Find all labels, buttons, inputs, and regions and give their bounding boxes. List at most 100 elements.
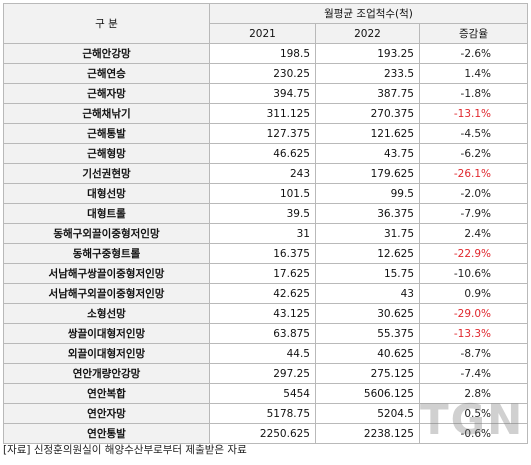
row-label: 서남해구외끌이중형저인망 [3,283,210,304]
header-cell: 2021 [209,23,316,44]
value-cell: 101.5 [209,183,316,204]
rate-cell: -8.7% [419,343,528,364]
value-cell: 127.375 [209,123,316,144]
table-row: 연안개량안강망 297.25 275.125 -7.4% [3,363,528,384]
value-cell: 40.625 [315,343,420,364]
table-row: 외끌이대형저인망 44.5 40.625 -8.7% [3,343,528,364]
value-cell: 243 [209,163,316,184]
header-cell: 2022 [315,23,420,44]
value-cell: 43 [315,283,420,304]
table-row: 대형트롤 39.5 36.375 -7.9% [3,203,528,224]
row-label: 대형트롤 [3,203,210,224]
table-row: 근해연승 230.25 233.5 1.4% [3,63,528,84]
rate-cell: -10.6% [419,263,528,284]
rate-cell: -2.6% [419,43,528,64]
value-cell: 55.375 [315,323,420,344]
row-label: 근해안강망 [3,43,210,64]
value-cell: 121.625 [315,123,420,144]
rate-cell: -0.6% [419,423,528,444]
value-cell: 275.125 [315,363,420,384]
value-cell: 43.75 [315,143,420,164]
source-note: [자료] 신정훈의원실이 해양수산부로부터 제출받은 자료 [3,444,247,456]
table-row: 근해자망 394.75 387.75 -1.8% [3,83,528,104]
row-label: 근해형망 [3,143,210,164]
header-cell: 구 분 [3,3,210,44]
value-cell: 46.625 [209,143,316,164]
value-cell: 233.5 [315,63,420,84]
rate-cell: 0.9% [419,283,528,304]
row-label: 근해연승 [3,63,210,84]
header-cell: 월평균 조업척수(척) [209,3,528,24]
data-table: 구 분 월평균 조업척수(척) 2021 2022 증감율 근해안강망 198.5… [3,3,528,444]
rate-cell: -13.3% [419,323,528,344]
rate-cell: -7.9% [419,203,528,224]
row-label: 연안자망 [3,403,210,424]
value-cell: 198.5 [209,43,316,64]
row-label: 쌍끌이대형저인망 [3,323,210,344]
table-row: 동해구중형트롤 16.375 12.625 -22.9% [3,243,528,264]
header-cell: 증감율 [419,23,528,44]
value-cell: 297.25 [209,363,316,384]
row-label: 연안복합 [3,383,210,404]
row-label: 기선권현망 [3,163,210,184]
value-cell: 5606.125 [315,383,420,404]
row-label: 동해구중형트롤 [3,243,210,264]
row-label: 근해자망 [3,83,210,104]
table-row: 근해채낚기 311.125 270.375 -13.1% [3,103,528,124]
table-row: 서남해구외끌이중형저인망 42.625 43 0.9% [3,283,528,304]
row-label: 연안통발 [3,423,210,444]
table-body: 근해안강망 198.5 193.25 -2.6% 근해연승 230.25 233.5 1.4%… [3,43,528,444]
rate-cell: -1.8% [419,83,528,104]
value-cell: 193.25 [315,43,420,64]
value-cell: 99.5 [315,183,420,204]
rate-cell: -2.0% [419,183,528,204]
row-label: 근해채낚기 [3,103,210,124]
value-cell: 43.125 [209,303,316,324]
table-row: 소형선망 43.125 30.625 -29.0% [3,303,528,324]
value-cell: 39.5 [209,203,316,224]
table-row: 근해안강망 198.5 193.25 -2.6% [3,43,528,64]
table-row: 연안복합 5454 5606.125 2.8% [3,383,528,404]
value-cell: 44.5 [209,343,316,364]
value-cell: 270.375 [315,103,420,124]
row-label: 서남해구쌍끌이중형저인망 [3,263,210,284]
row-label: 외끌이대형저인망 [3,343,210,364]
rate-cell: 2.4% [419,223,528,244]
table-row: 근해통발 127.375 121.625 -4.5% [3,123,528,144]
table-row: 동해구외끌이중형저인망 31 31.75 2.4% [3,223,528,244]
watermark: TGN [420,395,525,444]
rate-cell: -4.5% [419,123,528,144]
table-row: 서남해구쌍끌이중형저인망 17.625 15.75 -10.6% [3,263,528,284]
rate-cell: -13.1% [419,103,528,124]
rate-cell: -29.0% [419,303,528,324]
value-cell: 394.75 [209,83,316,104]
row-label: 동해구외끌이중형저인망 [3,223,210,244]
rate-cell: -26.1% [419,163,528,184]
value-cell: 387.75 [315,83,420,104]
value-cell: 179.625 [315,163,420,184]
row-label: 연안개량안강망 [3,363,210,384]
value-cell: 2238.125 [315,423,420,444]
table-row: 쌍끌이대형저인망 63.875 55.375 -13.3% [3,323,528,344]
value-cell: 31.75 [315,223,420,244]
value-cell: 15.75 [315,263,420,284]
row-label: 근해통발 [3,123,210,144]
value-cell: 230.25 [209,63,316,84]
value-cell: 5454 [209,383,316,404]
value-cell: 12.625 [315,243,420,264]
rate-cell: 1.4% [419,63,528,84]
value-cell: 36.375 [315,203,420,224]
value-cell: 30.625 [315,303,420,324]
table-row: 근해형망 46.625 43.75 -6.2% [3,143,528,164]
value-cell: 17.625 [209,263,316,284]
table-row: 기선권현망 243 179.625 -26.1% [3,163,528,184]
value-cell: 31 [209,223,316,244]
value-cell: 311.125 [209,103,316,124]
rate-cell: -6.2% [419,143,528,164]
row-label: 대형선망 [3,183,210,204]
value-cell: 16.375 [209,243,316,264]
value-cell: 63.875 [209,323,316,344]
value-cell: 2250.625 [209,423,316,444]
value-cell: 5178.75 [209,403,316,424]
